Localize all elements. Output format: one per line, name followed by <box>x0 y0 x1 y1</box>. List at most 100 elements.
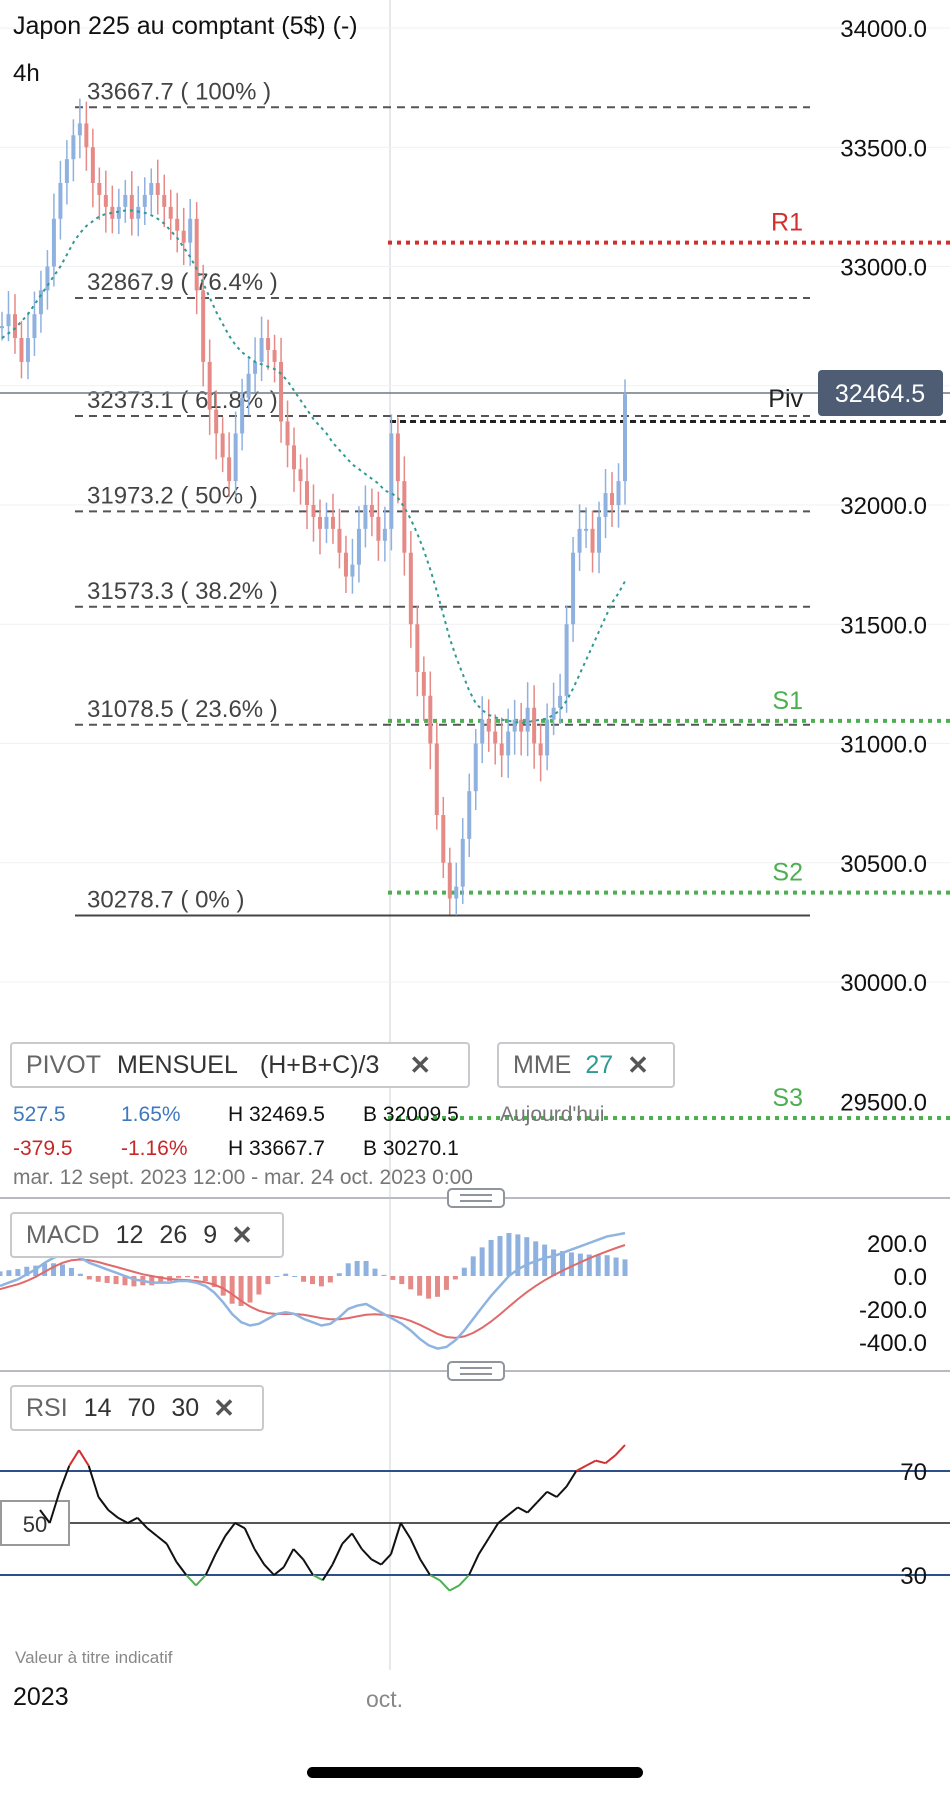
macd-axis-label: -400.0 <box>859 1330 927 1357</box>
candle-body <box>25 338 30 362</box>
ema-indicator-chip[interactable]: MME 27 ✕ <box>497 1042 675 1088</box>
rsi-segment <box>331 1543 344 1566</box>
rsi-segment <box>585 1459 597 1467</box>
macd-histogram-bar <box>568 1252 574 1276</box>
candle-body <box>266 338 271 350</box>
macd-histogram-bar <box>149 1276 155 1286</box>
candle-body <box>558 695 563 708</box>
timeframe-label[interactable]: 4h <box>13 60 40 87</box>
macd-histogram-bar <box>265 1276 271 1285</box>
rsi-segment <box>487 1522 500 1540</box>
macd-histogram-bar <box>77 1273 83 1276</box>
rsi-segment <box>507 1506 519 1516</box>
price-grid <box>0 0 950 1670</box>
candle-body <box>623 394 627 482</box>
rsi-segment <box>419 1558 431 1576</box>
ema-chip-name: MME <box>513 1050 572 1079</box>
price-axis-label: 29500.0 <box>840 1089 927 1116</box>
candle-body <box>324 516 329 529</box>
macd-histogram-bar <box>238 1276 244 1307</box>
candle-body <box>564 624 569 696</box>
home-indicator[interactable] <box>307 1767 643 1778</box>
pivot-label: S3 <box>772 1084 803 1112</box>
macd-signal-line <box>0 1244 626 1339</box>
candle-body <box>272 349 277 362</box>
macd-histogram-bar <box>497 1236 503 1276</box>
macd-histogram-bar <box>158 1276 164 1283</box>
rsi-segment <box>165 1543 178 1563</box>
candle-body <box>356 528 361 565</box>
candle-body <box>51 218 56 267</box>
rsi-segment <box>117 1516 129 1524</box>
macd-histogram-bar <box>417 1276 423 1296</box>
macd-histogram-bar <box>336 1273 342 1276</box>
macd-histogram-bar <box>488 1239 494 1276</box>
pane-dividers[interactable] <box>0 1188 950 1381</box>
price-axis-label: 34000.0 <box>840 16 927 43</box>
rsi-segment <box>439 1579 451 1592</box>
macd-histogram-bar <box>390 1276 396 1280</box>
candle-body <box>292 445 297 470</box>
close-icon[interactable]: ✕ <box>231 1219 253 1250</box>
rsi-segment <box>195 1574 207 1587</box>
candlesticks <box>0 98 627 916</box>
rsi-segment <box>302 1558 314 1576</box>
fib-label: 31573.3 ( 38.2% ) <box>87 578 278 605</box>
candle-body <box>149 183 154 195</box>
candle-body <box>71 135 76 160</box>
macd-histogram-bar <box>229 1276 235 1304</box>
candle-body <box>45 266 50 291</box>
pivot-chip-type: MENSUEL <box>117 1050 238 1079</box>
macd-indicator-chip[interactable]: MACD 12 26 9 ✕ <box>10 1212 284 1258</box>
macd-histogram-bar <box>113 1276 119 1285</box>
candle-body <box>473 743 478 792</box>
macd-histogram-bar <box>310 1276 315 1285</box>
ema-line <box>1 209 626 725</box>
macd-histogram-bar <box>301 1276 307 1282</box>
rsi-segment <box>477 1538 490 1555</box>
macd-histogram-bar <box>515 1234 521 1276</box>
macd-histogram-bar <box>542 1244 548 1276</box>
close-icon[interactable]: ✕ <box>213 1392 235 1423</box>
candle-body <box>129 194 134 219</box>
candle-body <box>434 743 439 816</box>
rsi-indicator-chip[interactable]: RSI 14 70 30 ✕ <box>10 1385 264 1431</box>
candle-body <box>110 206 115 219</box>
rsi-segment <box>429 1574 441 1582</box>
rsi-segment <box>263 1563 275 1576</box>
candle-body <box>305 481 310 505</box>
candle-body <box>194 218 199 291</box>
macd-histogram-bar <box>354 1260 360 1276</box>
rsi-segment <box>243 1527 256 1550</box>
price-axis-label: 33500.0 <box>840 135 927 162</box>
rsi-segment <box>136 1517 148 1529</box>
rsi-segment <box>390 1522 402 1555</box>
macd-histogram-bar <box>185 1276 190 1278</box>
rsi-segment <box>97 1496 110 1511</box>
macd-histogram-bar <box>443 1276 449 1290</box>
rsi-segment <box>614 1444 626 1457</box>
today-low: B 32009.5 <box>363 1103 459 1126</box>
candle-body <box>32 314 37 339</box>
candle-body <box>402 481 407 553</box>
candle-body <box>337 528 342 553</box>
candle-body <box>155 183 160 195</box>
candle-body <box>162 194 167 207</box>
macd-histogram-bar <box>256 1276 262 1295</box>
macd-histogram-bar <box>0 1271 3 1276</box>
price-axis-label: 30500.0 <box>840 851 927 878</box>
macd-histogram-bar <box>524 1237 530 1276</box>
today-high: H 32469.5 <box>228 1103 325 1126</box>
macd-histogram-bar <box>318 1276 324 1287</box>
macd-histogram-bar <box>193 1276 199 1279</box>
macd-histogram-bar <box>202 1276 208 1282</box>
resize-handle-icon <box>447 1361 505 1381</box>
rsi-segment <box>107 1509 119 1519</box>
close-icon[interactable]: ✕ <box>627 1049 649 1080</box>
close-icon[interactable]: ✕ <box>409 1049 432 1080</box>
price-axis-label: 32000.0 <box>840 493 927 520</box>
rsi-chip-period: 14 <box>83 1393 112 1422</box>
rsi-segment <box>39 1509 51 1524</box>
pivot-indicator-chip[interactable]: PIVOT MENSUEL (H+B+C)/3 ✕ <box>10 1042 470 1088</box>
